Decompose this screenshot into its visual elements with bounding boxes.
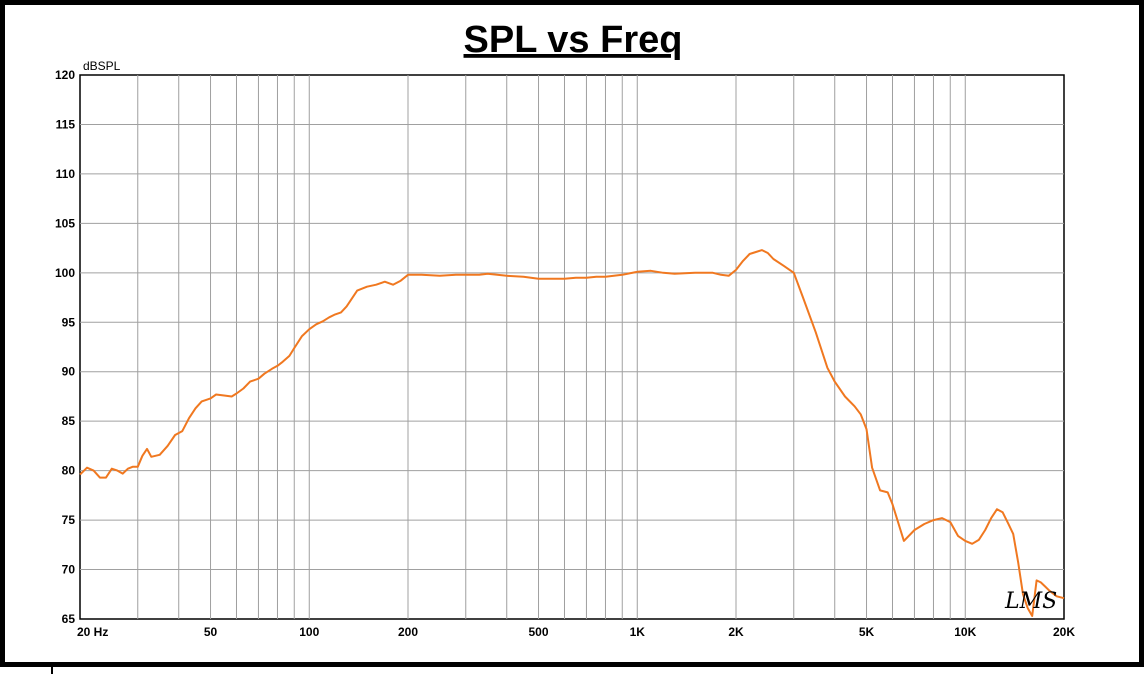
chart-title: SPL vs Freq <box>464 19 683 61</box>
y-tick-label: 115 <box>56 117 76 131</box>
y-tick-label: 100 <box>55 266 75 280</box>
y-tick-label: 95 <box>62 315 76 329</box>
y-tick-label: 70 <box>62 563 76 577</box>
x-tick-label: 100 <box>299 625 319 639</box>
x-tick-label: 50 <box>204 625 218 639</box>
spl-curve <box>79 249 1065 617</box>
y-tick-label: 105 <box>55 216 75 230</box>
x-tick-label: 200 <box>398 625 418 639</box>
x-tick-label: 20 Hz <box>77 625 108 639</box>
x-tick-labels: 20 Hz 50 100 200 500 1K 2K 5K 10K 20K <box>77 625 1075 639</box>
y-tick-label: 75 <box>62 513 76 527</box>
grid-lines <box>80 75 1064 619</box>
x-tick-label: 2K <box>728 625 744 639</box>
x-tick-label: 500 <box>529 625 549 639</box>
y-tick-label: 120 <box>55 68 75 82</box>
series-layer <box>79 249 1065 617</box>
y-axis-label: dBSPL <box>83 59 121 73</box>
y-tick-label: 85 <box>62 414 76 428</box>
y-tick-label: 110 <box>56 167 76 181</box>
y-tick-label: 65 <box>62 612 76 626</box>
x-tick-label: 5K <box>859 625 875 639</box>
y-tick-labels: 65 70 75 80 85 90 95 100 105 110 115 120 <box>55 68 75 626</box>
x-tick-label: 1K <box>630 625 646 639</box>
x-tick-label: 20K <box>1053 625 1075 639</box>
lms-watermark: LMS <box>1004 589 1057 614</box>
y-tick-label: 90 <box>62 365 76 379</box>
y-tick-label: 80 <box>62 464 76 478</box>
x-tick-label: 10K <box>954 625 976 639</box>
plot-area <box>79 74 1065 620</box>
